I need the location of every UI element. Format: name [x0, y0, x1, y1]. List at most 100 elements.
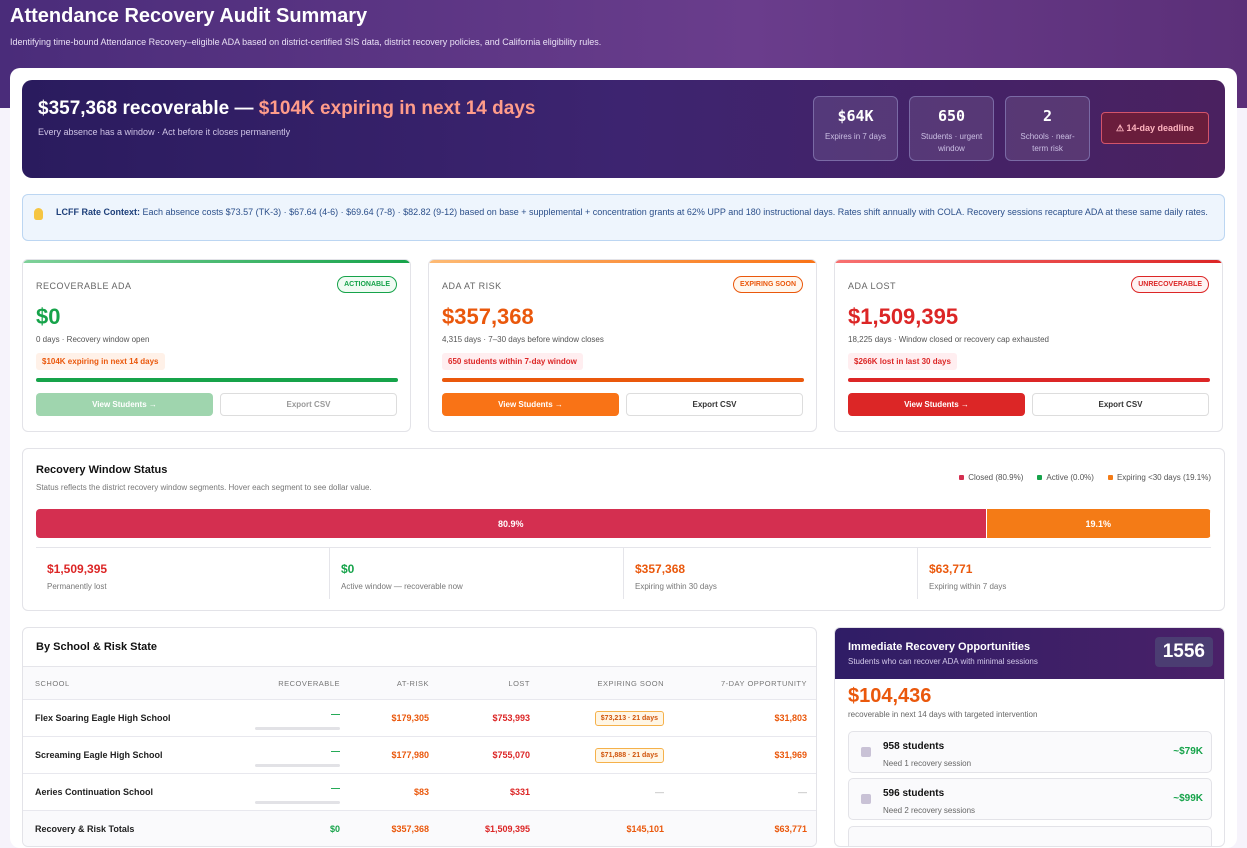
- column-header: EXPIRING SOON: [597, 678, 664, 688]
- stacked-bar: 80.9% 19.1%: [36, 509, 1211, 538]
- export-button[interactable]: Export CSV: [626, 393, 803, 416]
- cell: $177,980: [391, 750, 429, 760]
- school-table: By School & Risk State SCHOOL RECOVERABLE A…: [22, 627, 817, 847]
- cell: $755,070: [492, 750, 530, 760]
- cell-value: —: [331, 783, 340, 793]
- view-button[interactable]: View Students →: [442, 393, 619, 416]
- context-text: Each absence costs $73.57 (TK-3) · $67.6…: [142, 207, 1208, 217]
- hero-subtitle: Every absence has a window · Act before …: [38, 127, 291, 137]
- table-title: By School & Risk State: [23, 628, 816, 667]
- hero-banner: $357,368 recoverable — $104K expiring in…: [22, 80, 1225, 178]
- cell-value: —: [331, 746, 340, 756]
- summary-cell: $0 Active window — recoverable now: [329, 548, 623, 599]
- cell: $31,969: [774, 750, 807, 760]
- legend-item: Active (0.0%): [1037, 473, 1094, 482]
- cell: $753,993: [492, 713, 530, 723]
- item-value: ~$99K: [1173, 793, 1203, 804]
- context-label: LCFF Rate Context:: [56, 207, 140, 217]
- stat-value: $64K: [837, 107, 874, 125]
- summary-amount: $0: [341, 562, 355, 576]
- card-badge: ACTIONABLE: [337, 276, 397, 293]
- stat-value: 2: [1042, 107, 1053, 125]
- card-detail: 4,315 days · 7–30 days before window clo…: [442, 335, 604, 344]
- opportunities-panel: Immediate Recovery Opportunities Student…: [834, 627, 1225, 847]
- expiring-cell: $73,213 · 21 days: [530, 710, 664, 726]
- card-accent: [835, 260, 1222, 263]
- summary-label: Active window — recoverable now: [341, 582, 463, 591]
- cell: $357,368: [391, 824, 429, 834]
- cell-value: —: [331, 709, 340, 719]
- card-amount: $0: [36, 304, 61, 329]
- cell: —: [798, 787, 807, 797]
- column-header: RECOVERABLE: [278, 678, 340, 688]
- expiring-badge: $71,888 · 21 days: [594, 747, 664, 763]
- stat-label: Students · urgent window: [920, 132, 983, 153]
- opportunities-count: 1556: [1154, 637, 1213, 667]
- table-row: Screaming Eagle High School — $177,980 $755…: [23, 737, 816, 774]
- gauge: [255, 801, 340, 804]
- segment-label: 19.1%: [1085, 518, 1112, 529]
- cell: $0: [329, 824, 340, 834]
- opportunities-header: Immediate Recovery Opportunities Student…: [835, 628, 1224, 679]
- card-note: $266K lost in last 30 days: [848, 353, 957, 370]
- column-header: SCHOOL: [35, 678, 70, 688]
- table-row: Recovery & Risk Totals $0 $357,368 $1,509,3…: [23, 811, 816, 846]
- card-progress: [36, 378, 398, 382]
- legend-label: Closed (80.9%): [968, 473, 1024, 482]
- legend-swatch: [1107, 475, 1113, 480]
- card-amount: $357,368: [442, 304, 534, 329]
- opportunity-item: [848, 826, 1212, 846]
- deadline-button[interactable]: ⚠ 14-day deadline: [1101, 112, 1209, 144]
- summary-amount: $1,509,395: [47, 562, 108, 576]
- opportunity-item: 596 students Need 2 recovery sessions ~$99…: [848, 778, 1212, 820]
- legend-item: Expiring <30 days (19.1%): [1107, 473, 1211, 482]
- card-progress: [442, 378, 804, 382]
- section-subtitle: Status reflects the district recovery wi…: [36, 483, 372, 492]
- summary-label: Expiring within 30 days: [635, 582, 717, 591]
- card-title: ADA LOST: [848, 281, 897, 291]
- card-accent: [429, 260, 816, 263]
- export-button[interactable]: Export CSV: [1032, 393, 1209, 416]
- card-badge: EXPIRING SOON: [732, 276, 803, 293]
- cell: $31,803: [774, 713, 807, 723]
- card-detail: 0 days · Recovery window open: [36, 335, 150, 344]
- cell: —: [655, 787, 664, 797]
- gauge: [255, 764, 340, 767]
- legend-item: Closed (80.9%): [959, 473, 1023, 482]
- bulb-icon: [34, 208, 43, 220]
- legend-label: Active (0.0%): [1046, 473, 1094, 482]
- cell: $63,771: [774, 824, 807, 834]
- column-header: AT-RISK: [396, 678, 429, 688]
- legend-label: Expiring <30 days (19.1%): [1116, 473, 1211, 482]
- segment-label: 80.9%: [498, 518, 524, 529]
- page-subtitle: Identifying time-bound Attendance Recove…: [10, 37, 602, 47]
- calendar-icon: [861, 747, 871, 757]
- summary-label: Permanently lost: [47, 582, 107, 591]
- cell: $83: [413, 787, 429, 797]
- cell: $179,305: [391, 713, 429, 723]
- view-button[interactable]: View Students →: [36, 393, 213, 416]
- cell: Flex Soaring Eagle High School: [35, 713, 171, 723]
- cell: Recovery & Risk Totals: [35, 824, 135, 834]
- stat-box: $64K Expires in 7 days: [813, 96, 898, 161]
- item-title: 596 students: [883, 788, 945, 799]
- export-button[interactable]: Export CSV: [220, 393, 397, 416]
- card-note: 650 students within 7-day window: [442, 353, 583, 370]
- stat-value: 650: [937, 107, 966, 125]
- card-progress: [848, 378, 1210, 382]
- view-button[interactable]: View Students →: [848, 393, 1025, 416]
- metric-card: ADA AT RISK EXPIRING SOON $357,368 4,315 da…: [428, 259, 817, 432]
- expiring-cell: $71,888 · 21 days: [530, 747, 664, 763]
- opportunities-note: recoverable in next 14 days with targete…: [848, 710, 1038, 719]
- section-title: Recovery Window Status: [36, 464, 168, 476]
- table-header: SCHOOL RECOVERABLE AT-RISK LOST EXPIRING SOO…: [23, 667, 816, 700]
- table-row: Aeries Continuation School — $83 $331 — —: [23, 774, 816, 811]
- card-title: ADA AT RISK: [442, 281, 502, 291]
- summary-cell: $1,509,395 Permanently lost: [36, 548, 329, 599]
- item-title: 958 students: [883, 741, 945, 752]
- summary-amount: $357,368: [635, 562, 686, 576]
- recoverable-cell: —: [241, 746, 340, 767]
- column-header: LOST: [508, 678, 530, 688]
- expiring-badge: $73,213 · 21 days: [594, 710, 664, 726]
